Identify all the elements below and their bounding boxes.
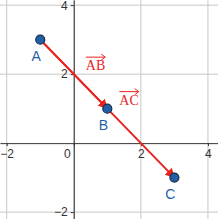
- vector-label-arrowhead: [101, 54, 105, 60]
- grid-line-x: [207, 0, 208, 219]
- x-tick: 0: [64, 143, 74, 161]
- point: [170, 173, 179, 182]
- x-axis: −2 0 2 4: [0, 143, 218, 161]
- y-axis: −2 2 4: [54, 0, 74, 219]
- y-tick-mark: [71, 212, 74, 213]
- vector-label-arrowhead: [135, 89, 139, 95]
- x-tick-label: 2: [138, 147, 145, 161]
- diagram: −2024−224ABACABC: [0, 0, 218, 219]
- point-label: C: [165, 186, 175, 202]
- y-tick-label: −2: [54, 205, 68, 219]
- y-tick: −2: [54, 205, 74, 219]
- x-tick: 4: [205, 143, 212, 161]
- grid-line-y: [0, 74, 218, 75]
- grid-line-x: [140, 0, 141, 219]
- y-tick: 4: [61, 0, 74, 13]
- y-tick-label: 2: [61, 67, 68, 81]
- grid-line-x: [6, 0, 7, 219]
- vector-label: AC: [119, 93, 138, 108]
- y-tick-mark: [71, 5, 74, 6]
- y-tick-label: 4: [61, 0, 68, 13]
- x-axis-line: [1, 143, 218, 144]
- point-label: B: [99, 117, 108, 133]
- labels: ABACABC: [32, 48, 176, 202]
- grid-line-y: [0, 5, 218, 6]
- point-label: A: [32, 48, 42, 64]
- point: [103, 104, 112, 113]
- marks: [36, 35, 179, 182]
- vector: [40, 40, 174, 178]
- point: [36, 35, 45, 44]
- vector-label: AB: [86, 58, 105, 73]
- vector-label-arrow: [119, 91, 138, 92]
- vector-label-arrow: [86, 57, 105, 58]
- grid-line-x: [73, 0, 74, 219]
- y-axis-line: [74, 1, 75, 219]
- x-tick-label: 0: [64, 147, 71, 161]
- x-tick: −2: [0, 143, 14, 161]
- x-tick-label: 4: [205, 147, 212, 161]
- vector-label-group: AC: [119, 89, 138, 108]
- grid-line-y: [0, 212, 218, 213]
- x-tick-label: −2: [0, 147, 14, 161]
- y-tick: 2: [61, 67, 74, 81]
- grid: [0, 0, 218, 219]
- vector-label-group: AB: [86, 54, 105, 73]
